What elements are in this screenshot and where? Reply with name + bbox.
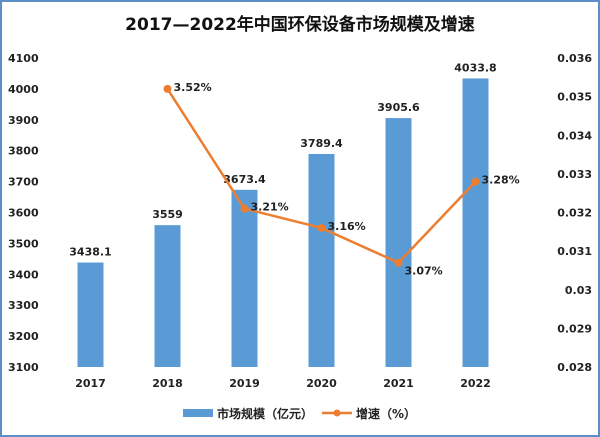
- right-axis-tick-label: 0.034: [557, 129, 592, 142]
- chart-title: 2017—2022年中国环保设备市场规模及增速: [125, 14, 475, 35]
- bar-data-label: 3559: [152, 208, 183, 221]
- bar-2018: [154, 225, 181, 367]
- x-axis-tick-label: 2020: [306, 377, 337, 390]
- x-axis-tick-label: 2018: [152, 377, 183, 390]
- right-axis-tick-label: 0.032: [557, 207, 592, 220]
- growth-data-label: 3.52%: [174, 81, 212, 94]
- growth-data-label: 3.07%: [405, 265, 443, 278]
- legend-bar-swatch: [183, 409, 213, 417]
- growth-point-2018: [163, 84, 172, 93]
- bar-data-label: 4033.8: [454, 61, 496, 74]
- bar-2022: [462, 78, 489, 367]
- right-axis-tick-label: 0.03: [565, 284, 592, 297]
- bar-data-label: 3789.4: [300, 137, 343, 150]
- growth-data-label: 3.28%: [482, 174, 520, 187]
- left-axis-tick-label: 3400: [8, 268, 39, 281]
- growth-point-2021: [394, 258, 403, 267]
- right-axis-tick-label: 0.035: [557, 91, 592, 104]
- left-axis-tick-label: 3300: [8, 299, 39, 312]
- x-axis-tick-label: 2021: [383, 377, 414, 390]
- x-axis-tick-label: 2019: [229, 377, 260, 390]
- growth-point-2020: [317, 223, 326, 232]
- right-axis-tick-label: 0.031: [557, 245, 592, 258]
- left-axis-tick-label: 3200: [8, 330, 39, 343]
- right-axis-tick-label: 0.028: [557, 361, 592, 374]
- bar-data-label: 3438.1: [69, 246, 111, 259]
- bar-2021: [385, 118, 412, 367]
- legend-line-marker: [333, 409, 341, 417]
- right-axis-tick-label: 0.036: [557, 52, 592, 65]
- bar-2019: [231, 189, 258, 367]
- bar-data-label: 3673.4: [223, 173, 266, 186]
- bar-2017: [77, 262, 104, 367]
- left-axis-tick-label: 3500: [8, 237, 39, 250]
- left-axis-tick-label: 3800: [8, 145, 39, 158]
- legend: 市场规模（亿元） 增速（%）: [183, 406, 416, 421]
- right-axis-tick-label: 0.033: [557, 168, 592, 181]
- left-axis-tick-label: 4000: [8, 83, 39, 96]
- growth-point-2022: [471, 177, 480, 186]
- x-axis-tick-label: 2017: [75, 377, 106, 390]
- x-axis-tick-label: 2022: [460, 377, 491, 390]
- left-axis-tick-label: 3900: [8, 114, 39, 127]
- growth-point-2019: [240, 204, 249, 213]
- growth-data-label: 3.16%: [328, 220, 366, 233]
- bar-2020: [308, 153, 335, 367]
- growth-data-label: 3.21%: [251, 201, 289, 214]
- legend-line-label: 增速（%）: [356, 406, 416, 421]
- bar-data-label: 3905.6: [377, 101, 420, 114]
- right-axis-tick-label: 0.029: [557, 322, 592, 335]
- legend-bar-label: 市场规模（亿元）: [217, 406, 313, 421]
- left-axis-tick-label: 3600: [8, 207, 39, 220]
- left-axis-tick-label: 3100: [8, 361, 39, 374]
- left-axis-tick-label: 3700: [8, 176, 39, 189]
- left-axis-tick-label: 4100: [8, 52, 39, 65]
